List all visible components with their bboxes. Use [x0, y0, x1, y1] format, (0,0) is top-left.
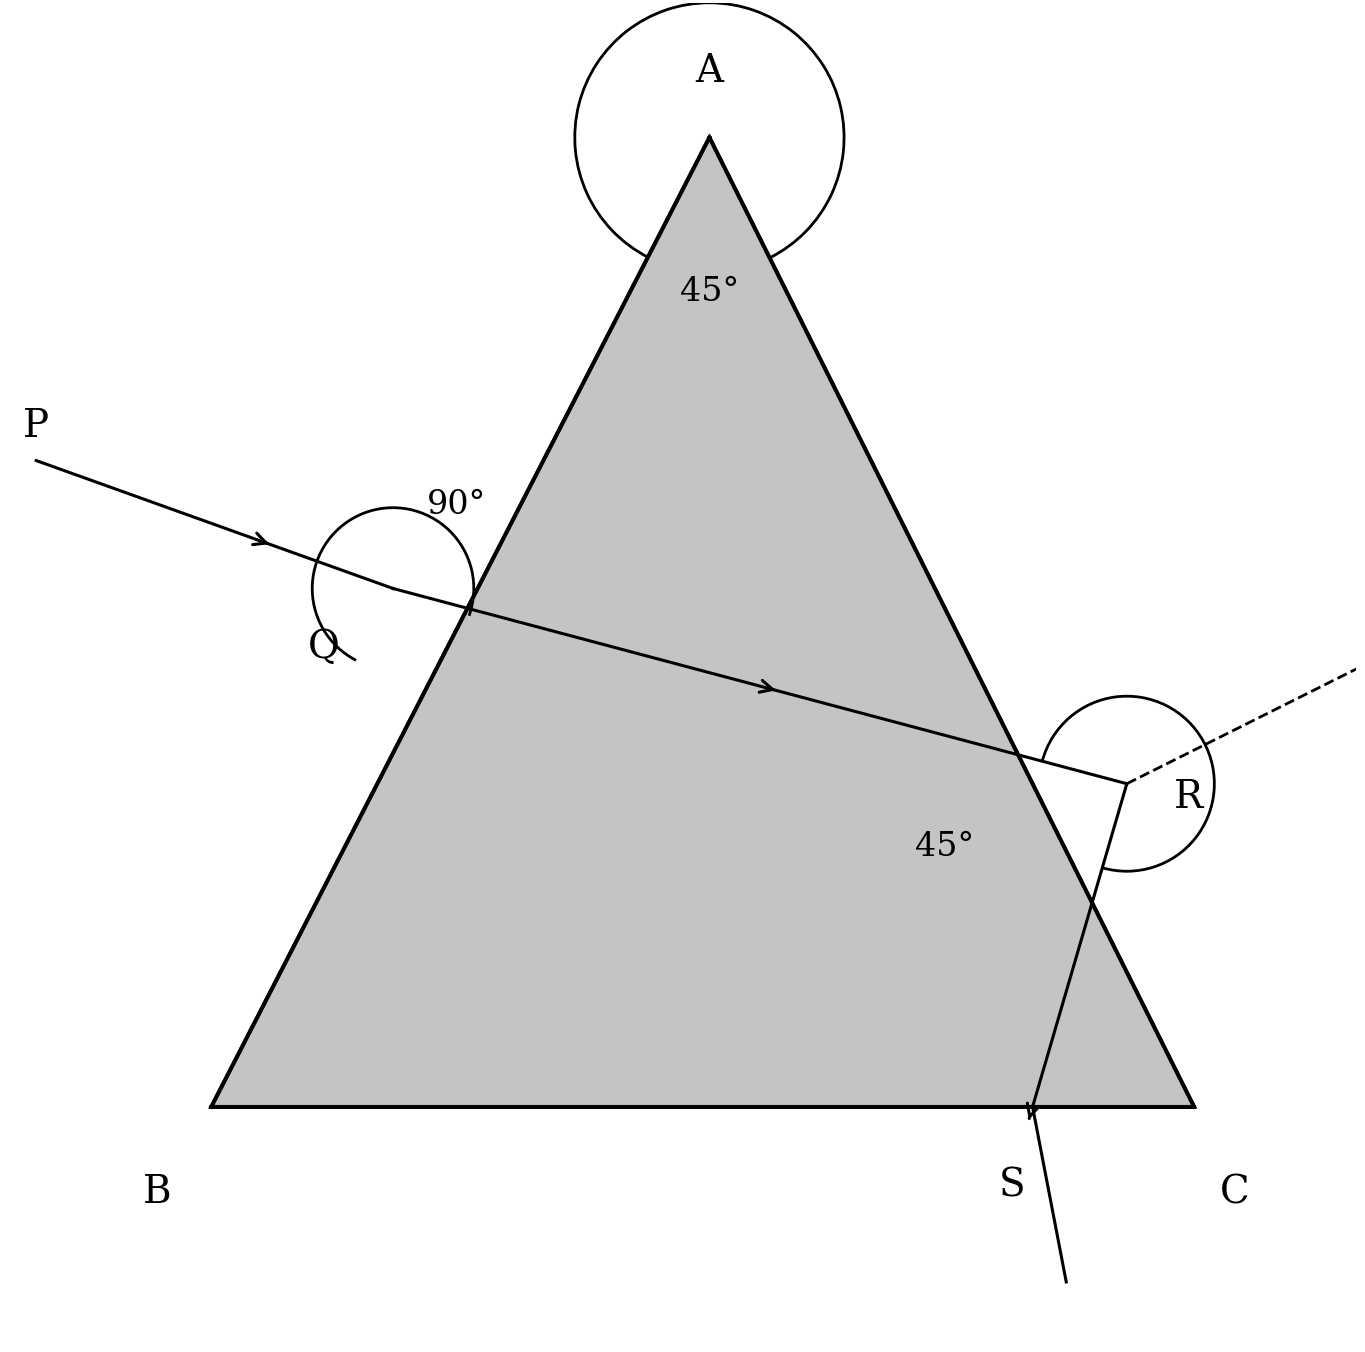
Text: C: C — [1220, 1174, 1249, 1211]
Text: S: S — [999, 1168, 1025, 1205]
Text: 45°: 45° — [916, 831, 975, 863]
Text: R: R — [1174, 779, 1203, 815]
Text: P: P — [23, 408, 49, 445]
Text: A: A — [695, 53, 723, 91]
Text: 90°: 90° — [427, 489, 486, 521]
Polygon shape — [212, 138, 1194, 1107]
Text: 45°: 45° — [680, 276, 738, 308]
Text: B: B — [143, 1174, 172, 1211]
Text: Q: Q — [307, 629, 339, 667]
